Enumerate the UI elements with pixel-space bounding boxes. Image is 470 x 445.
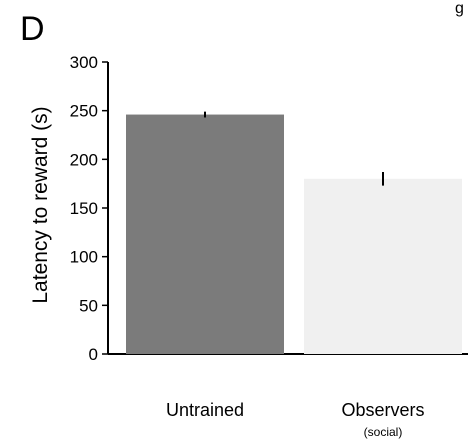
y-tick-label-150: 150 — [70, 199, 98, 218]
bar-observers — [304, 178, 462, 354]
x-label-untrained: Untrained — [166, 400, 244, 420]
x-label-observers: Observers — [341, 400, 424, 420]
error-bars — [204, 111, 384, 186]
x-axis-labels: Untrained Observers (social) — [166, 400, 425, 439]
y-tick-label-250: 250 — [70, 102, 98, 121]
panel-letter: D — [20, 10, 45, 48]
y-tick-label-50: 50 — [79, 296, 98, 315]
y-tick-label-0: 0 — [89, 345, 98, 364]
bar-untrained — [126, 114, 284, 354]
y-axis-label-group: Latency to reward (s) — [29, 106, 52, 303]
cropped-top-text: g — [455, 0, 464, 17]
y-tick-label-300: 300 — [70, 53, 98, 72]
y-tick-label-100: 100 — [70, 248, 98, 267]
y-tick-label-200: 200 — [70, 150, 98, 169]
y-axis-label: Latency to reward (s) — [29, 106, 52, 303]
bars — [126, 114, 462, 354]
y-axis-ticks: 0 50 100 150 200 250 300 — [70, 53, 108, 364]
x-sublabel-observers: (social) — [364, 425, 403, 439]
